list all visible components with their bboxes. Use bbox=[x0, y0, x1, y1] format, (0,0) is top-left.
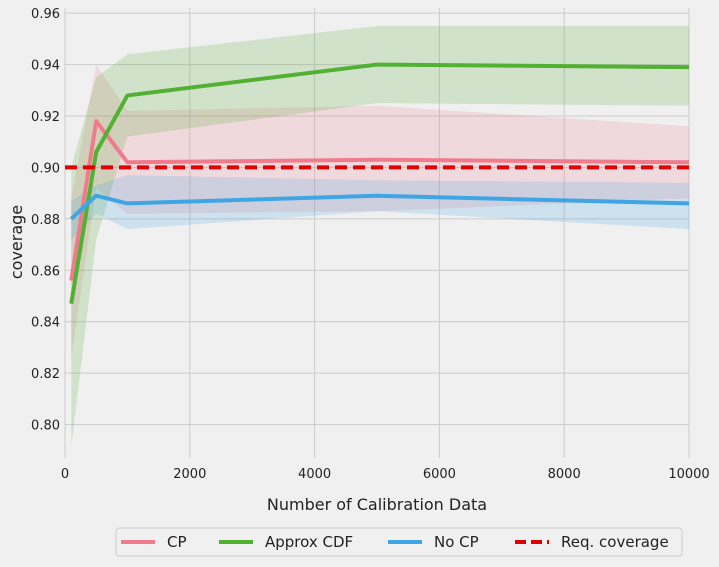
y-tick-label: 0.92 bbox=[31, 110, 60, 125]
y-axis-label: coverage bbox=[7, 205, 26, 279]
x-tick-label: 0 bbox=[61, 467, 69, 482]
no-cp-line bbox=[69, 193, 690, 221]
y-tick-label: 0.80 bbox=[31, 419, 60, 434]
x-tick-label: 6000 bbox=[423, 467, 456, 482]
tick-labels: 0 2000 4000 6000 8000 10000 0.80 0.82 0.84 0.86 0.… bbox=[31, 7, 710, 482]
x-tick-label: 2000 bbox=[173, 467, 206, 482]
legend-label-cp: CP bbox=[167, 533, 187, 551]
y-tick-label: 0.84 bbox=[31, 316, 60, 331]
y-tick-label: 0.82 bbox=[31, 367, 60, 382]
y-tick-label: 0.94 bbox=[31, 59, 60, 74]
x-tick-label: 4000 bbox=[298, 467, 331, 482]
y-tick-label: 0.96 bbox=[31, 7, 60, 22]
x-axis-label: Number of Calibration Data bbox=[267, 495, 487, 514]
legend-label-no-cp: No CP bbox=[434, 533, 479, 551]
y-tick-label: 0.88 bbox=[31, 213, 60, 228]
legend-label-req-coverage: Req. coverage bbox=[561, 533, 669, 551]
y-tick-label: 0.90 bbox=[31, 161, 60, 176]
legend-label-approx-cdf: Approx CDF bbox=[265, 533, 353, 551]
cp-line bbox=[69, 119, 690, 281]
no-cp-band bbox=[71, 175, 690, 240]
y-tick-label: 0.86 bbox=[31, 264, 60, 279]
legend: CP Approx CDF No CP Req. coverage bbox=[115, 527, 683, 557]
x-tick-label: 10000 bbox=[668, 467, 709, 482]
series-lines bbox=[65, 62, 690, 305]
x-tick-label: 8000 bbox=[548, 467, 581, 482]
cp-band bbox=[71, 64, 690, 358]
